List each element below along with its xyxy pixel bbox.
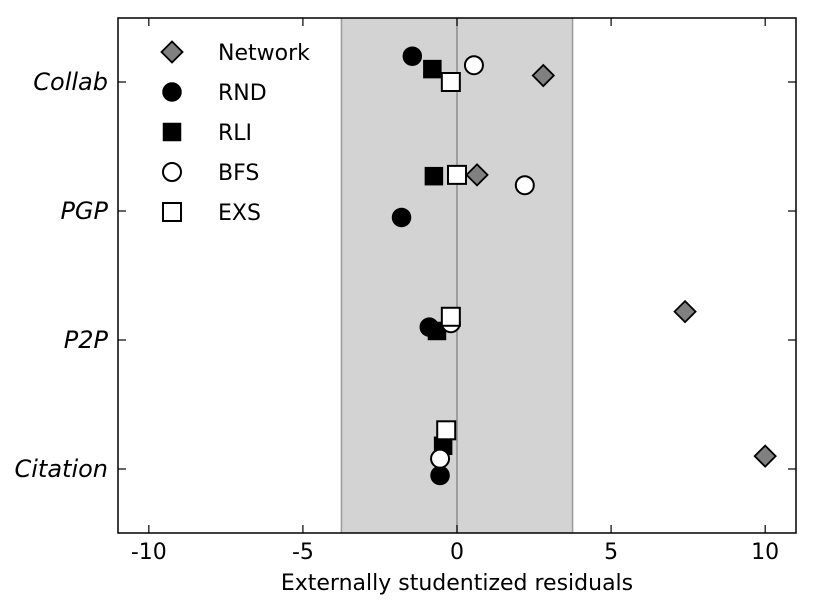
- point-network: [673, 299, 697, 324]
- point-exs: [440, 306, 461, 327]
- point-network: [753, 444, 777, 468]
- legend-marker-rnd: [162, 82, 182, 102]
- legend-marker-network: [160, 40, 184, 64]
- point-rnd: [430, 465, 450, 486]
- legend-marker-exs: [162, 202, 182, 222]
- point-rnd: [391, 207, 412, 228]
- y-category-label: PGP: [60, 197, 108, 225]
- point-exs: [440, 72, 461, 92]
- legend-marker-bfs: [162, 162, 182, 182]
- legend-marker-rli: [162, 122, 182, 142]
- x-tick-label: 10: [751, 540, 779, 565]
- x-tick-label: 5: [604, 540, 618, 565]
- point-rli: [424, 166, 444, 186]
- y-category-label: Collab: [33, 68, 108, 96]
- legend-label: RND: [218, 81, 267, 106]
- point-network: [531, 63, 556, 88]
- legend-label: RLI: [218, 121, 252, 146]
- legend-label: EXS: [218, 201, 261, 226]
- x-axis-title: Externally studentized residuals: [281, 571, 633, 596]
- x-tick-label: -10: [131, 540, 167, 565]
- point-bfs: [514, 175, 535, 196]
- y-category-label: P2P: [64, 326, 109, 354]
- x-tick-label: -5: [292, 540, 314, 565]
- x-tick-label: 0: [450, 540, 464, 565]
- point-bfs: [430, 448, 451, 469]
- point-exs: [447, 164, 467, 185]
- point-rnd: [402, 46, 423, 66]
- point-rli: [423, 59, 442, 79]
- point-bfs: [463, 55, 484, 76]
- point-exs: [436, 420, 457, 441]
- y-category-label: Citation: [14, 455, 108, 483]
- legend-label: Network: [218, 41, 310, 66]
- point-network: [465, 163, 489, 187]
- legend-label: BFS: [218, 161, 259, 186]
